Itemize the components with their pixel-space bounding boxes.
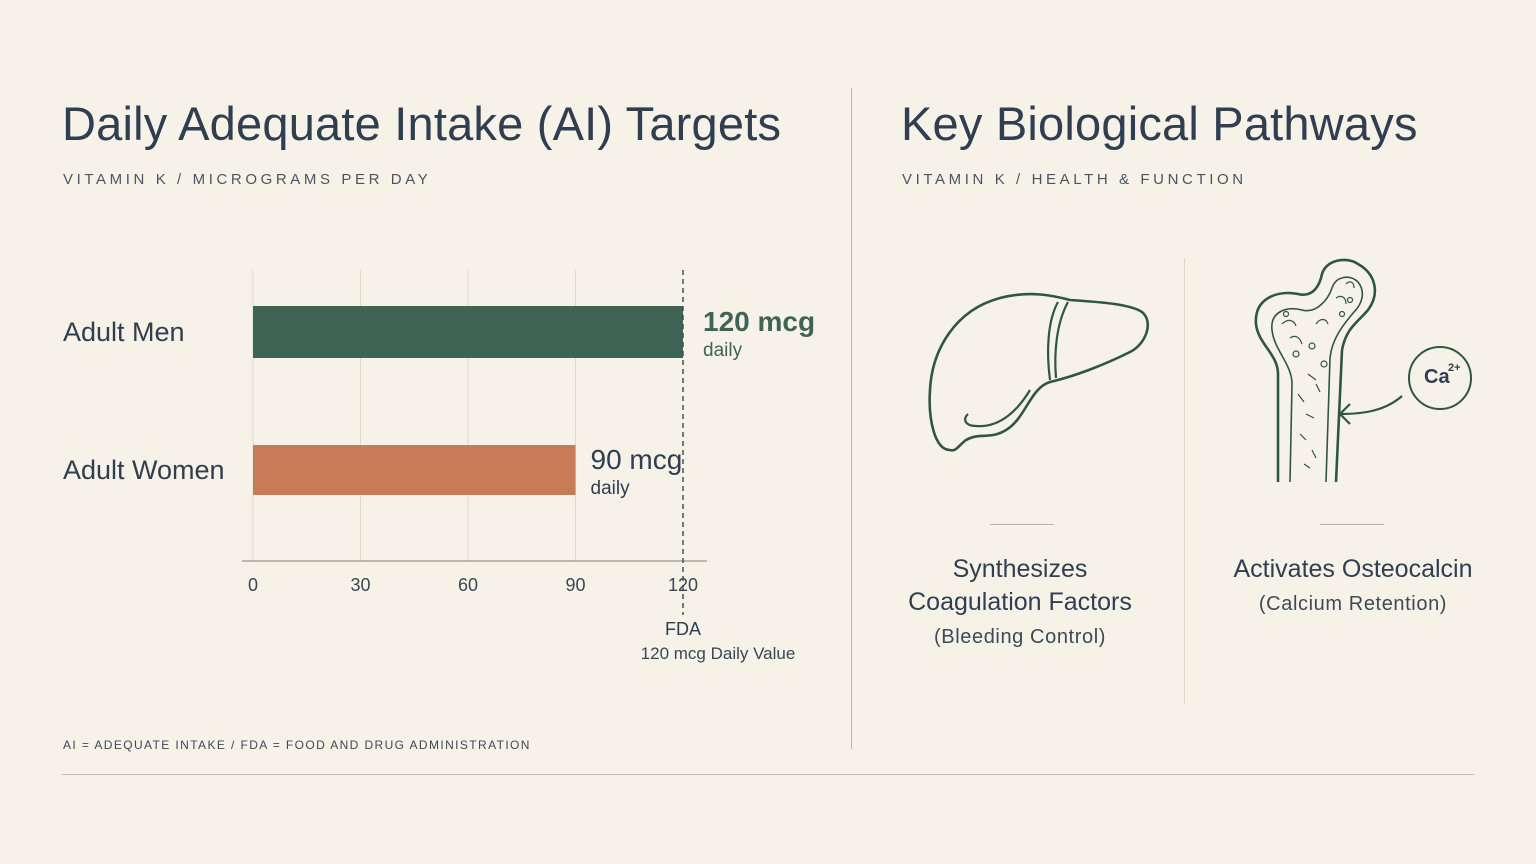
calcium-badge: Ca 2+	[1408, 346, 1472, 410]
card-title-line1: Synthesizes	[952, 555, 1088, 583]
card-subtitle: (Bleeding Control)	[934, 626, 1106, 648]
value-sublabel: daily	[703, 340, 743, 361]
card-title-line2: Coagulation Factors	[908, 588, 1132, 616]
card-title-line1: Activates Osteocalcin	[1233, 555, 1473, 583]
category-label: Adult Women	[63, 455, 225, 485]
card-subtitle: (Calcium Retention)	[1258, 593, 1448, 615]
caption-rule	[990, 524, 1054, 525]
value-label: 90 mcg	[591, 444, 683, 475]
pathways-subtitle: VITAMIN K / HEALTH & FUNCTION	[902, 171, 1247, 188]
x-tick-label: 0	[248, 575, 258, 595]
calcium-charge: 2+	[1448, 362, 1461, 374]
x-tick-label: 120	[668, 575, 698, 595]
chart-subtitle: VITAMIN K / MICROGRAMS PER DAY	[63, 171, 432, 188]
pathway-card-coagulation: Synthesizes Coagulation Factors (Bleedin…	[900, 260, 1149, 690]
intake-chart: Adult Men 120 mcg daily Adult Women 90 mcg da…	[63, 270, 815, 663]
caption-rule	[1320, 524, 1384, 525]
category-label: Adult Men	[63, 317, 185, 347]
bone-icon	[1254, 258, 1377, 483]
value-sublabel: daily	[591, 478, 631, 499]
liver-icon	[928, 292, 1149, 452]
bottom-rule	[62, 774, 1474, 775]
bar-adult-men	[253, 306, 683, 358]
chart-title: Daily Adequate Intake (AI) Targets	[62, 97, 782, 150]
fda-label: FDA	[665, 619, 701, 639]
pathway-card-osteocalcin: Ca 2+ Activates Osteocalcin (Calcium Ret…	[1226, 250, 1480, 690]
x-tick-label: 30	[350, 575, 370, 595]
arrow-icon	[1338, 395, 1403, 425]
x-tick-label: 90	[565, 575, 585, 595]
pathways-title: Key Biological Pathways	[901, 97, 1418, 150]
footnote: AI = ADEQUATE INTAKE / FDA = FOOD AND DR…	[63, 738, 531, 752]
bar-adult-women	[253, 445, 576, 495]
card-divider	[1184, 258, 1185, 704]
panel-divider	[851, 88, 852, 749]
fda-sublabel: 120 mcg Daily Value	[641, 644, 796, 663]
x-tick-label: 60	[458, 575, 478, 595]
calcium-symbol: Ca	[1424, 366, 1450, 388]
value-label: 120 mcg	[703, 306, 815, 337]
